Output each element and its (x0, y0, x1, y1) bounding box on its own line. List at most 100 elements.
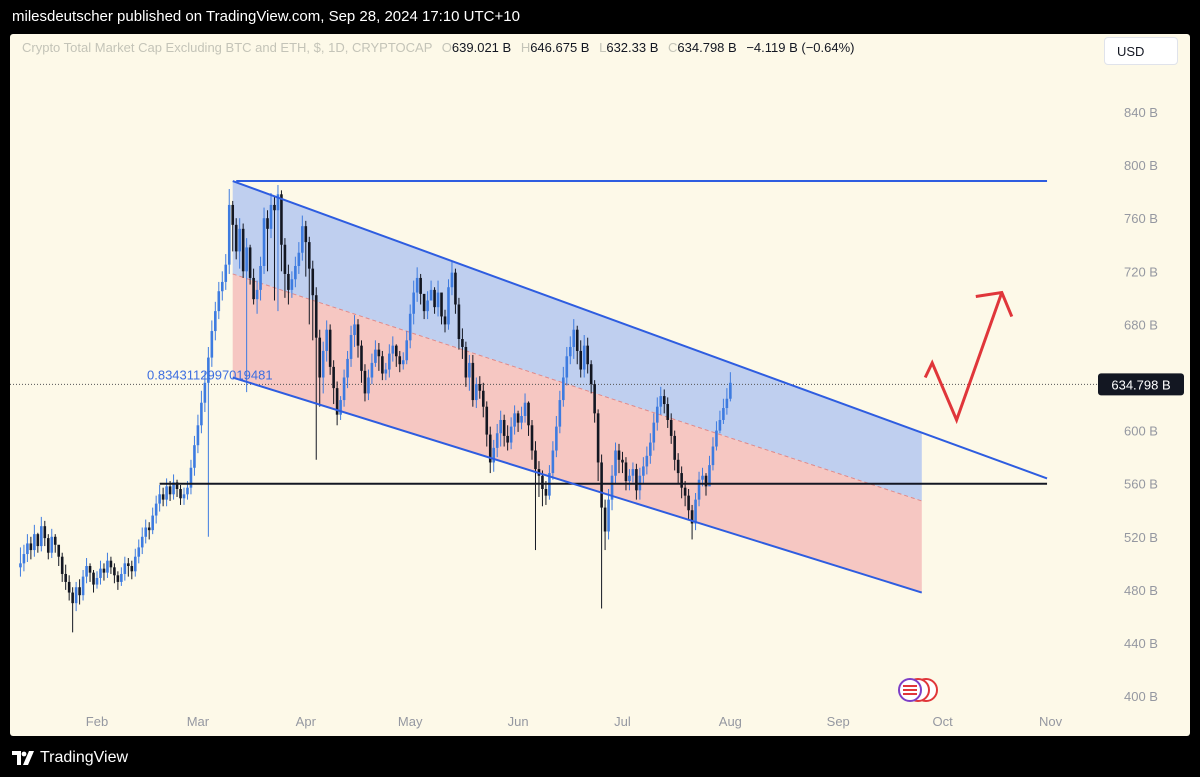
candle-body (255, 289, 259, 300)
y-tick-label: 480 B (1124, 583, 1158, 598)
candle-body (530, 425, 534, 451)
low-value: 632.33 B (606, 40, 659, 55)
candle-body (614, 450, 617, 476)
candle-body (311, 268, 315, 296)
candle-body (40, 526, 43, 547)
footer: TradingView (0, 736, 1200, 777)
open-label: O (441, 40, 452, 55)
candle-body (593, 384, 596, 414)
candle-body (304, 226, 308, 243)
channel-lower-line (232, 376, 923, 594)
candle-body (655, 406, 659, 423)
candle-body (307, 242, 311, 269)
x-tick-label: Jul (614, 714, 631, 729)
candle-body (701, 475, 704, 480)
candle-body (461, 339, 464, 347)
candle-body (74, 587, 78, 604)
candle-body (328, 329, 332, 367)
candle-body (356, 324, 360, 346)
candle-body (140, 536, 144, 548)
candle-body (241, 228, 245, 272)
flag-stripe (903, 689, 917, 691)
candle-body (144, 527, 148, 537)
candle-body (276, 194, 280, 211)
candle-body (81, 576, 85, 596)
candle-body (408, 313, 412, 341)
candle-body (628, 475, 631, 482)
candle-body (426, 300, 429, 312)
candle-body (600, 462, 603, 508)
candle-body (220, 281, 224, 292)
candle-body (454, 272, 457, 305)
candle-body (541, 475, 544, 490)
candle-body (676, 459, 680, 474)
projection-arrow (923, 291, 1004, 425)
flag-stripe (903, 685, 917, 687)
candle-body (290, 279, 294, 290)
candle-body (210, 331, 214, 358)
y-tick-label: 800 B (1124, 158, 1158, 173)
candle-body (485, 406, 489, 435)
candle-body (301, 226, 304, 253)
candle-body (422, 293, 426, 312)
candle-body (106, 560, 109, 573)
candle-body (95, 577, 99, 585)
candle-body (436, 292, 440, 308)
candle-body (729, 382, 732, 399)
candle-body (694, 499, 697, 524)
candle-body (127, 563, 130, 566)
candle-body (346, 358, 349, 378)
candle-body (137, 547, 141, 557)
candle-body (273, 204, 276, 211)
candle-body (224, 264, 228, 282)
candle-body (321, 350, 325, 378)
candle-body (102, 568, 106, 573)
x-tick-label: Sep (827, 714, 850, 729)
candle-body (259, 265, 262, 290)
candle-body (697, 479, 701, 500)
y-tick-label: 400 B (1124, 689, 1158, 704)
candle-body (551, 450, 555, 474)
candle-body (391, 345, 395, 354)
candle-body (388, 353, 391, 370)
currency-button[interactable]: USD (1104, 37, 1178, 65)
candle-body (401, 360, 405, 365)
candle-body (196, 425, 200, 446)
candle-body (649, 442, 652, 456)
candle-body (325, 329, 328, 351)
candle-body (85, 565, 88, 577)
y-tick-label: 840 B (1124, 105, 1158, 120)
candle-body (443, 316, 447, 325)
candle-body (568, 346, 572, 357)
candle-body (367, 377, 370, 394)
candle-body (718, 419, 722, 431)
x-tick-label: Jun (508, 714, 529, 729)
candle-body (318, 337, 322, 378)
candle-body (161, 494, 165, 500)
candle-body (586, 345, 589, 365)
candle-body (231, 204, 235, 225)
candle-body (353, 324, 356, 336)
candle-body (645, 455, 649, 467)
y-tick-label: 680 B (1124, 317, 1158, 332)
x-tick-label: Nov (1039, 714, 1063, 729)
fib-level-label: 0.8343112997019481 (147, 367, 273, 382)
candle-body (116, 575, 120, 582)
candle-body (527, 402, 530, 426)
candle-body (440, 292, 443, 317)
candle-body (621, 459, 624, 463)
candle-body (579, 350, 583, 370)
candle-body (468, 362, 471, 378)
candle-body (123, 563, 127, 574)
candle-body (374, 349, 377, 363)
candle-body (269, 204, 273, 229)
tradingview-logo[interactable]: TradingView (12, 749, 128, 767)
candle-body (43, 526, 47, 539)
candle-body (189, 467, 193, 488)
candle-body (182, 494, 186, 499)
candle-body (64, 573, 67, 582)
x-tick-label: Apr (296, 714, 317, 729)
candle-body (680, 473, 683, 488)
